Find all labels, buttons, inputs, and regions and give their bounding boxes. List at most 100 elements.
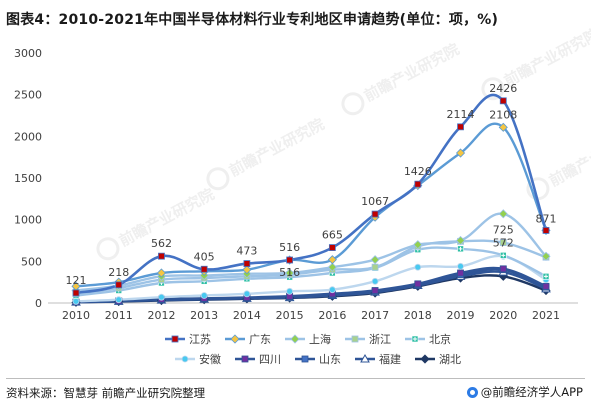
data-point-5-7 [371, 277, 379, 285]
data-label-0-6: 665 [322, 229, 343, 242]
legend-item-4: 北京 [405, 332, 451, 346]
x-tick-label: 2012 [147, 309, 175, 322]
data-point-1-4 [242, 265, 252, 275]
data-point-0-0 [72, 289, 80, 297]
data-point-5-1 [115, 296, 123, 304]
y-tick-label: 1500 [14, 172, 42, 185]
marker-cross [413, 337, 417, 341]
data-point-2-8 [413, 240, 423, 250]
legend-swatch-marker [230, 334, 240, 344]
watermark-text: 前瞻产业研究院 [361, 40, 462, 105]
x-tick-label: 2020 [489, 309, 517, 322]
source-note: 资料来源：智慧芽 前瞻产业研究院整理 [6, 386, 206, 400]
data-point-0-6 [328, 244, 336, 251]
legend-swatch-marker [171, 335, 179, 343]
legend-item-6: 四川 [235, 353, 281, 366]
legend-label: 浙江 [369, 333, 391, 346]
watermark-logo-icon [96, 237, 120, 261]
x-tick-label: 2014 [233, 309, 261, 322]
x-tick-label: 2015 [276, 309, 304, 322]
watermark-logo-icon [481, 77, 505, 101]
data-point-5-3 [200, 292, 208, 299]
series-line-4 [74, 246, 548, 297]
legend-item-1: 广东 [225, 333, 271, 346]
legend-label: 湖北 [439, 353, 461, 366]
data-point-2-11 [541, 251, 551, 261]
chart-markers [71, 97, 551, 307]
data-point-5-6 [328, 286, 336, 294]
y-tick-label: 3000 [14, 47, 42, 60]
legend-label: 福建 [379, 352, 401, 366]
legend-label: 四川 [259, 353, 281, 366]
x-tick-label: 2019 [447, 309, 475, 322]
legend-swatch-marker [301, 355, 309, 363]
data-point-6-8 [414, 280, 422, 288]
footer-divider [6, 378, 585, 379]
x-tick-label: 2017 [361, 309, 389, 322]
data-label-1-5: 516 [279, 266, 300, 279]
data-point-5-2 [158, 293, 165, 301]
brand-credit: @前瞻经济学人APP [466, 384, 583, 400]
data-point-6-9 [457, 269, 464, 277]
data-point-1-2 [156, 268, 167, 278]
chart-data-labels: 121 218 562 405 473 516 665 1067 1426 2114 2426 871… [66, 82, 557, 287]
marker-cross [544, 274, 548, 279]
data-label-1-10: 2108 [489, 108, 517, 121]
data-label-3-10: 725 [493, 224, 514, 237]
legend-swatch-marker [420, 354, 430, 364]
data-point-0-9 [457, 123, 464, 131]
data-label-0-4: 473 [236, 245, 257, 258]
data-label-0-9: 2114 [447, 108, 475, 121]
data-point-0-8 [414, 180, 422, 188]
data-label-0-7: 1067 [361, 195, 389, 208]
data-point-4-9 [457, 245, 464, 253]
data-point-0-10 [499, 97, 507, 105]
legend-label: 安徽 [199, 352, 221, 366]
watermark-text: 前瞻产业研究院 [501, 25, 591, 90]
x-tick-label: 2011 [105, 309, 133, 322]
data-point-2-6 [327, 262, 337, 272]
y-tick-label: 2500 [14, 89, 42, 102]
y-tick-label: 1000 [14, 214, 42, 227]
brand-logo-icon [466, 386, 478, 398]
data-point-0-11 [542, 227, 550, 234]
marker-cross [458, 246, 463, 251]
legend-swatch-marker [241, 355, 249, 363]
data-point-6-7 [371, 287, 379, 294]
data-point-5-9 [457, 262, 464, 270]
data-point-1-10 [498, 122, 508, 132]
data-point-5-5 [286, 287, 294, 295]
chart-title: 图表4：2010-2021年中国半导体材料行业专利地区申请趋势(单位：项，%) [6, 12, 499, 28]
data-point-6-11 [542, 282, 550, 290]
chart-axes: 0 500 1000 1500 2000 2500 3000 2010 2011 2012 2013… [14, 47, 578, 322]
data-point-0-7 [371, 210, 379, 218]
y-tick-label: 2000 [14, 130, 42, 143]
x-tick-label: 2016 [318, 309, 346, 322]
data-point-0-4 [243, 260, 251, 267]
legend-label: 江苏 [189, 333, 211, 346]
legend-label: 山东 [319, 353, 341, 366]
y-tick-label: 500 [21, 255, 42, 268]
watermark-logo-icon [206, 167, 230, 191]
legend-swatch-marker [181, 355, 189, 363]
data-point-2-10 [498, 209, 508, 219]
legend-item-0: 江苏 [165, 333, 211, 346]
legend-item-2: 上海 [285, 332, 331, 346]
legend-label: 广东 [249, 333, 271, 346]
data-point-5-0 [72, 297, 80, 305]
footer: 资料来源：智慧芽 前瞻产业研究院整理 @前瞻经济学人APP [0, 378, 591, 412]
x-tick-label: 2010 [62, 309, 90, 322]
legend-item-7: 山东 [295, 353, 341, 366]
x-tick-label: 2021 [532, 309, 560, 322]
data-point-2-5 [285, 268, 295, 278]
data-point-0-3 [200, 265, 208, 273]
data-label-0-3: 405 [194, 250, 215, 263]
legend-swatch-marker [290, 334, 300, 344]
watermark-logo-icon [341, 92, 365, 116]
legend-swatch-marker [351, 335, 359, 343]
data-point-2-7 [370, 255, 380, 265]
legend-item-9: 湖北 [415, 353, 461, 366]
data-point-0-2 [158, 252, 165, 260]
data-label-4-10: 572 [493, 236, 514, 249]
